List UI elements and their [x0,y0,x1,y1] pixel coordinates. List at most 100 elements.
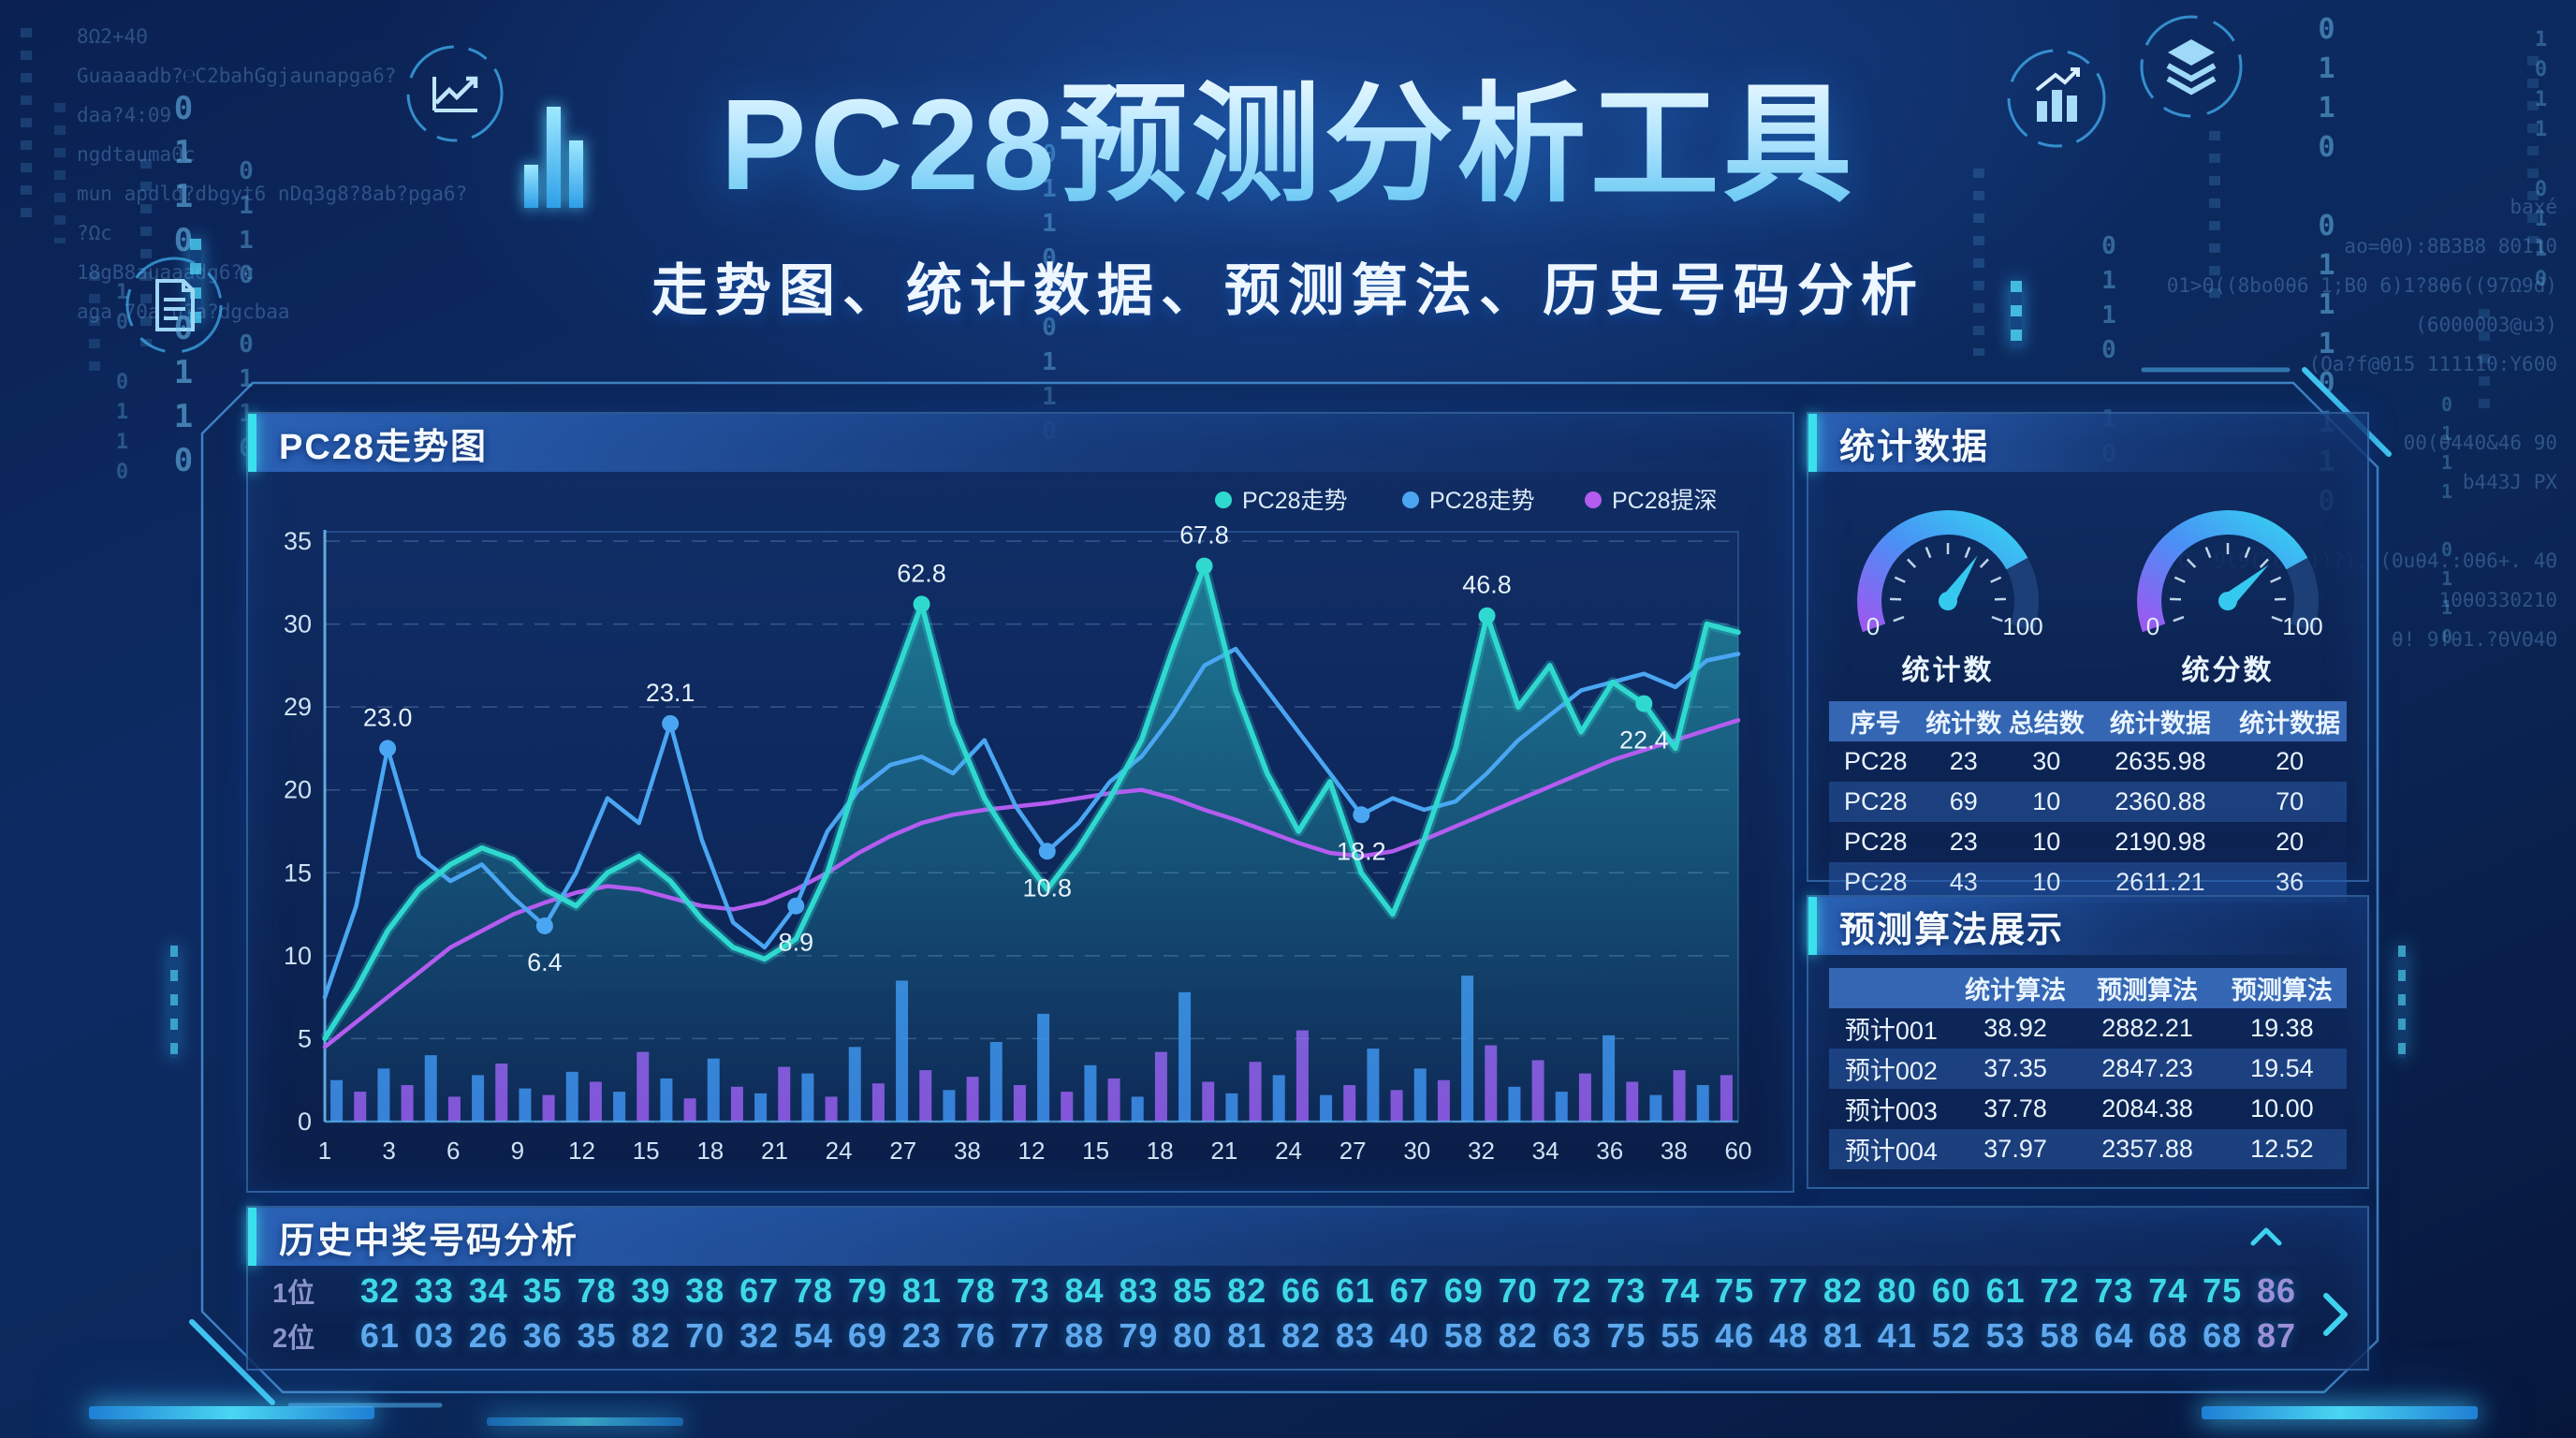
gauge-caption: 统分数 [2181,655,2275,686]
history-number: 61 [1985,1271,2026,1310]
history-number: 80 [1173,1316,1213,1355]
table-cell: 38.92 [1983,1014,2047,1042]
svg-text:6: 6 [446,1137,460,1165]
algo-panel-title: 预测算法展示 [1839,910,2065,950]
history-number: 75 [1715,1271,1755,1310]
table-cell: 预计001 [1844,1017,1938,1045]
svg-text:30: 30 [1403,1137,1430,1165]
history-number: 46 [1715,1316,1755,1355]
column-header: 统计数据 [2109,710,2211,738]
trend-panel-title: PC28走势图 [279,427,489,467]
history-number: 79 [847,1271,887,1310]
history-number: 82 [1281,1316,1322,1355]
svg-text:35: 35 [284,527,312,555]
accent-bar [248,414,256,472]
table-cell: 30 [2032,747,2061,775]
legend-item[interactable]: PC28提深 [1585,488,1718,514]
column-header: 预测算法 [2231,976,2333,1005]
svg-text:15: 15 [1082,1137,1109,1165]
history-number: 35 [522,1271,563,1310]
svg-text:18: 18 [696,1137,724,1165]
history-number: 32 [739,1316,780,1355]
stats-panel-title: 统计数据 [1839,427,1990,467]
svg-text:60: 60 [1725,1137,1752,1165]
history-number: 75 [1606,1316,1647,1355]
history-number: 68 [2203,1316,2243,1355]
table-cell: PC28 [1843,828,1908,856]
history-number: 03 [414,1316,454,1355]
history-number: 70 [685,1316,725,1355]
trend-chart: 0 5 10 15 20 29 30 35 62.8 67.8 46.8 22.4 23.0 6.4 23.… [284,488,1752,1165]
history-number: 86 [2257,1271,2297,1310]
history-number: 73 [1010,1271,1050,1310]
stats-panel-header: 统计数据 [1808,414,2367,472]
table-cell: 10 [2032,868,2061,896]
history-number: 73 [1606,1271,1647,1310]
algo-panel-header: 预测算法展示 [1808,897,2367,955]
history-number: 84 [1064,1271,1105,1310]
history-number: 73 [2094,1271,2134,1310]
history-number: 64 [2094,1316,2134,1355]
history-number: 82 [1822,1271,1863,1310]
svg-text:5: 5 [298,1024,312,1052]
history-number: 58 [1443,1316,1484,1355]
column-header: 统计算法 [1965,976,2067,1005]
history-number: 69 [847,1316,887,1355]
history-number: 26 [468,1316,508,1355]
column-header: 预测算法 [2097,976,2199,1005]
table-cell: 预计002 [1844,1057,1938,1085]
table-row: PC28 69 10 2360.88 70 [1829,782,2347,822]
history-row-label: 1位 [272,1279,315,1309]
accent-bar [1808,897,1817,955]
collapse-chevron-icon[interactable] [2247,1223,2285,1251]
table-cell: 2847.23 [2101,1054,2193,1082]
history-number: 82 [1498,1316,1538,1355]
table-cell: 23 [1949,747,1978,775]
table-cell: 2611.21 [2115,868,2205,896]
svg-text:24: 24 [1275,1137,1302,1165]
history-number: 78 [956,1271,996,1310]
table-cell: 43 [1949,868,1978,896]
svg-text:6.4: 6.4 [527,948,563,976]
svg-text:46.8: 46.8 [1462,571,1512,599]
table-cell: 2357.88 [2101,1135,2193,1163]
column-header: 统计数据 [2239,710,2341,738]
legend-item[interactable]: PC28走势 [1402,488,1535,514]
table-cell: PC28 [1843,747,1908,775]
decor-binary: 0111 0110 [2436,393,2458,654]
table-row: 预计004 37.97 2357.88 12.52 [1829,1129,2347,1169]
history-number: 41 [1877,1316,1917,1355]
history-number: 74 [2148,1271,2188,1310]
table-cell: 37.97 [1983,1135,2047,1163]
history-number: 67 [739,1271,780,1310]
svg-text:21: 21 [761,1137,788,1165]
svg-text:20: 20 [284,776,312,804]
algo-table: 统计算法 预测算法 预测算法 预计001 38.92 2882.21 19.38 预计002 3… [1829,968,2347,1169]
legend-item[interactable]: PC28走势 [1215,488,1348,514]
history-number: 77 [1769,1271,1809,1310]
table-header-row: 序号 统计数 总结数 统计数据 统计数据 [1829,701,2347,741]
table-cell: 19.54 [2250,1054,2314,1082]
trend-panel-header: PC28走势图 [248,414,1793,472]
history-number: 39 [631,1271,671,1310]
svg-text:3: 3 [382,1137,395,1165]
table-cell: 37.78 [1983,1094,2047,1123]
history-row-label: 2位 [272,1324,315,1354]
svg-text:36: 36 [1596,1137,1623,1165]
svg-text:100: 100 [2002,612,2042,640]
history-panel-header: 历史中奖号码分析 [248,1208,2367,1266]
history-number: 81 [1227,1316,1267,1355]
next-page-chevron-icon[interactable] [2319,1288,2352,1341]
svg-text:12: 12 [1018,1137,1046,1165]
history-number: 81 [1822,1316,1863,1355]
table-cell: 70 [2276,787,2305,815]
table-cell: 2190.98 [2115,828,2206,856]
history-number: 35 [577,1316,617,1355]
history-number: 55 [1661,1316,1701,1355]
svg-text:29: 29 [284,693,312,721]
table-cell: 10 [2032,828,2061,856]
history-number: 23 [901,1316,942,1355]
accent-bar [1808,414,1817,472]
history-row-1: 1位 32 33 34 35 78 39 38 67 78 79 81 78 73 84 83 85 82 66 61… [248,1266,2367,1311]
gauge-1: 0 100 统计数 [1822,481,2074,688]
